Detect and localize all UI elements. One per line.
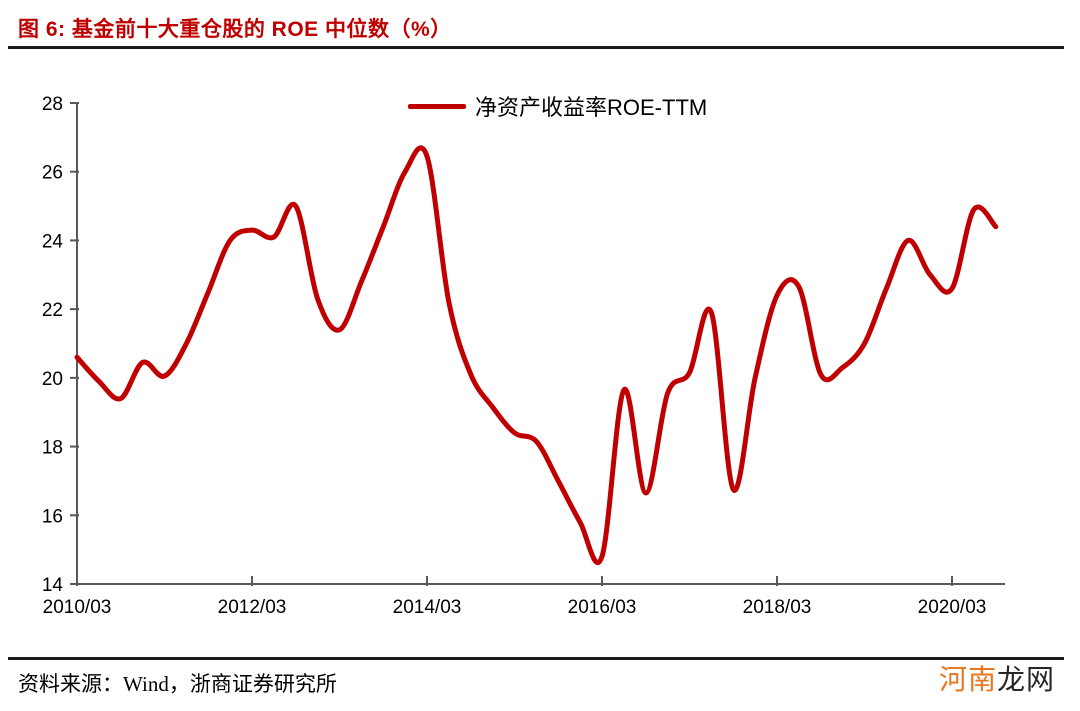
x-tick-label: 2014/03 (393, 597, 462, 618)
figure-title: 图 6: 基金前十大重仓股的 ROE 中位数（%） (18, 18, 452, 41)
legend-line-swatch (408, 103, 466, 109)
chart-legend: 净资产收益率ROE-TTM (408, 90, 707, 122)
y-tick-label: 16 (42, 506, 63, 527)
watermark-rest: 龙网 (997, 664, 1056, 695)
y-tick-label: 28 (42, 94, 63, 115)
footer-rule (8, 657, 1064, 660)
legend-label: 净资产收益率ROE-TTM (475, 95, 708, 120)
y-tick-label: 18 (42, 438, 63, 459)
x-tick-group: 2010/03 2012/03 2014/03 2016/03 2018/03 2020/… (43, 576, 987, 618)
y-tick-label: 24 (42, 231, 64, 252)
source-note: 资料来源：Wind，浙商证券研究所 (18, 672, 337, 696)
axes (76, 103, 1005, 585)
y-tick-label: 26 (42, 163, 63, 184)
x-tick-label: 2012/03 (218, 597, 287, 618)
y-tick-label: 14 (42, 575, 64, 596)
y-tick-label: 20 (42, 369, 63, 390)
roe-series-path (74, 145, 999, 566)
x-tick-label: 2016/03 (568, 597, 637, 618)
watermark-highlight: 河南 (939, 664, 998, 695)
title-rule (8, 46, 1064, 49)
x-tick-label: 2018/03 (743, 597, 812, 618)
x-tick-label: 2020/03 (918, 597, 987, 618)
y-tick-label: 22 (42, 300, 63, 321)
x-tick-label: 2010/03 (43, 597, 112, 618)
y-tick-group: 14 16 18 20 22 24 26 28 (42, 94, 79, 596)
site-watermark: 河南龙网 (939, 658, 1055, 698)
